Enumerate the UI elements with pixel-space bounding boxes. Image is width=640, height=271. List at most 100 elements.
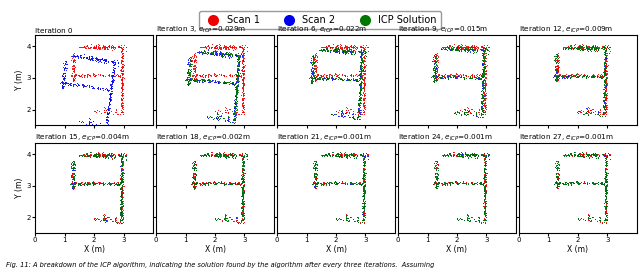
Point (356, 60, 367, 64)
Point (458, 72, 468, 76)
Point (360, 173, 370, 177)
Point (189, 68, 200, 72)
Point (600, 76, 611, 80)
Point (431, 177, 442, 181)
Point (116, 169, 126, 173)
Point (310, 159, 321, 163)
Point (237, 190, 248, 195)
Point (358, 185, 368, 189)
Point (602, 204, 612, 208)
Point (582, 48, 592, 52)
Point (90, 154, 100, 159)
Point (225, 120, 235, 124)
Point (348, 152, 358, 156)
Point (355, 55, 365, 59)
Point (216, 47, 226, 51)
Point (327, 150, 337, 154)
Point (460, 76, 470, 81)
Point (598, 182, 608, 186)
Point (559, 182, 570, 186)
Point (353, 109, 364, 113)
Point (357, 56, 367, 60)
Point (116, 166, 126, 170)
Point (599, 67, 609, 72)
Point (476, 47, 486, 52)
Point (479, 103, 489, 108)
Point (114, 152, 124, 156)
Point (480, 178, 490, 183)
Point (431, 186, 441, 191)
Point (569, 46, 579, 50)
Point (184, 59, 194, 64)
Point (237, 91, 248, 95)
Point (339, 180, 349, 185)
Point (117, 218, 127, 222)
Point (238, 109, 248, 114)
Point (597, 73, 607, 77)
Point (116, 178, 126, 182)
Point (68, 185, 78, 189)
Point (360, 49, 371, 53)
Point (196, 79, 207, 83)
Point (431, 161, 441, 166)
Point (106, 83, 116, 87)
Point (237, 218, 247, 222)
Point (76, 73, 86, 77)
Point (358, 166, 369, 170)
Point (213, 154, 223, 159)
Point (600, 66, 611, 70)
Point (575, 48, 586, 52)
Point (600, 82, 611, 86)
Point (477, 95, 488, 100)
Point (230, 91, 241, 95)
Point (470, 110, 481, 114)
Point (342, 49, 352, 53)
Point (552, 162, 563, 167)
Point (554, 73, 564, 78)
Point (479, 193, 490, 198)
Point (470, 152, 481, 157)
Point (225, 151, 236, 155)
Point (353, 78, 364, 82)
Point (307, 76, 317, 80)
Point (308, 73, 319, 78)
Point (592, 152, 602, 156)
Point (349, 45, 359, 50)
Point (86, 122, 97, 126)
Point (357, 56, 367, 60)
Point (591, 45, 602, 50)
Point (451, 71, 461, 76)
Point (342, 44, 353, 48)
Point (599, 152, 609, 157)
Point (452, 216, 463, 221)
Point (188, 172, 198, 176)
Point (116, 208, 126, 212)
Point (94, 152, 104, 156)
Point (467, 181, 477, 185)
Point (73, 183, 83, 187)
Point (599, 90, 609, 95)
Point (358, 185, 368, 189)
Point (600, 85, 610, 89)
Point (360, 167, 370, 171)
Point (116, 196, 127, 200)
Point (601, 156, 611, 160)
Point (583, 216, 593, 220)
Point (343, 51, 353, 55)
Point (86, 120, 96, 124)
Point (310, 159, 321, 163)
Point (595, 216, 605, 220)
Point (467, 76, 477, 80)
Point (224, 117, 234, 121)
Point (230, 109, 240, 114)
Point (221, 156, 231, 160)
Point (79, 55, 89, 59)
Point (358, 177, 368, 181)
Point (309, 76, 319, 80)
Point (109, 78, 120, 82)
Point (356, 75, 366, 79)
Point (93, 155, 104, 159)
Point (439, 75, 449, 79)
Point (478, 176, 488, 180)
Point (358, 153, 369, 157)
